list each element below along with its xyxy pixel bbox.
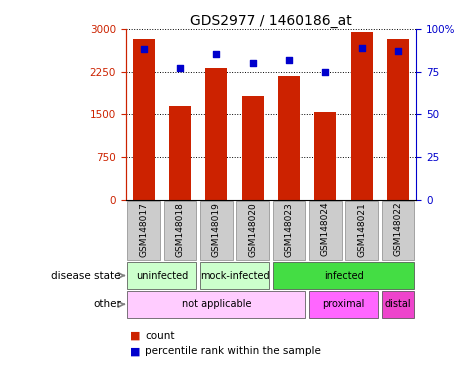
Point — [358, 45, 365, 51]
Text: not applicable: not applicable — [182, 299, 251, 310]
Point — [322, 68, 329, 74]
Bar — [351, 32, 372, 200]
Bar — [272, 262, 414, 289]
Text: GSM148023: GSM148023 — [285, 202, 293, 257]
Text: ■: ■ — [130, 346, 141, 356]
Text: count: count — [145, 331, 174, 341]
Bar — [242, 96, 264, 200]
Bar — [345, 201, 378, 260]
Bar — [272, 201, 306, 260]
Text: GSM148017: GSM148017 — [139, 202, 148, 257]
Text: proximal: proximal — [322, 299, 365, 310]
Bar — [127, 262, 196, 289]
Bar — [382, 201, 414, 260]
Point — [213, 51, 220, 58]
Point — [394, 48, 402, 54]
Text: GSM148019: GSM148019 — [212, 202, 221, 257]
Text: distal: distal — [385, 299, 412, 310]
Bar — [278, 76, 300, 200]
Text: GSM148020: GSM148020 — [248, 202, 257, 257]
Text: other: other — [93, 299, 121, 310]
Text: uninfected: uninfected — [136, 270, 188, 281]
Text: disease state: disease state — [52, 270, 121, 281]
Bar — [127, 291, 306, 318]
Bar — [206, 68, 227, 200]
Bar — [200, 201, 232, 260]
Point — [249, 60, 256, 66]
Text: ■: ■ — [130, 331, 141, 341]
Bar — [169, 106, 191, 200]
Text: GSM148021: GSM148021 — [357, 202, 366, 257]
Text: percentile rank within the sample: percentile rank within the sample — [145, 346, 321, 356]
Bar — [309, 291, 378, 318]
Text: mock-infected: mock-infected — [200, 270, 269, 281]
Bar — [309, 201, 342, 260]
Point — [176, 65, 184, 71]
Text: GSM148018: GSM148018 — [176, 202, 185, 257]
Bar — [382, 291, 414, 318]
Text: GSM148022: GSM148022 — [393, 202, 403, 257]
Bar — [200, 262, 269, 289]
Text: infected: infected — [324, 270, 363, 281]
Bar — [127, 201, 160, 260]
Bar — [236, 201, 269, 260]
Bar — [164, 201, 196, 260]
Bar — [314, 112, 336, 200]
Bar — [387, 39, 409, 200]
Point — [140, 46, 147, 52]
Text: GSM148024: GSM148024 — [321, 202, 330, 257]
Bar — [133, 39, 154, 200]
Point — [286, 56, 293, 63]
Title: GDS2977 / 1460186_at: GDS2977 / 1460186_at — [190, 14, 352, 28]
